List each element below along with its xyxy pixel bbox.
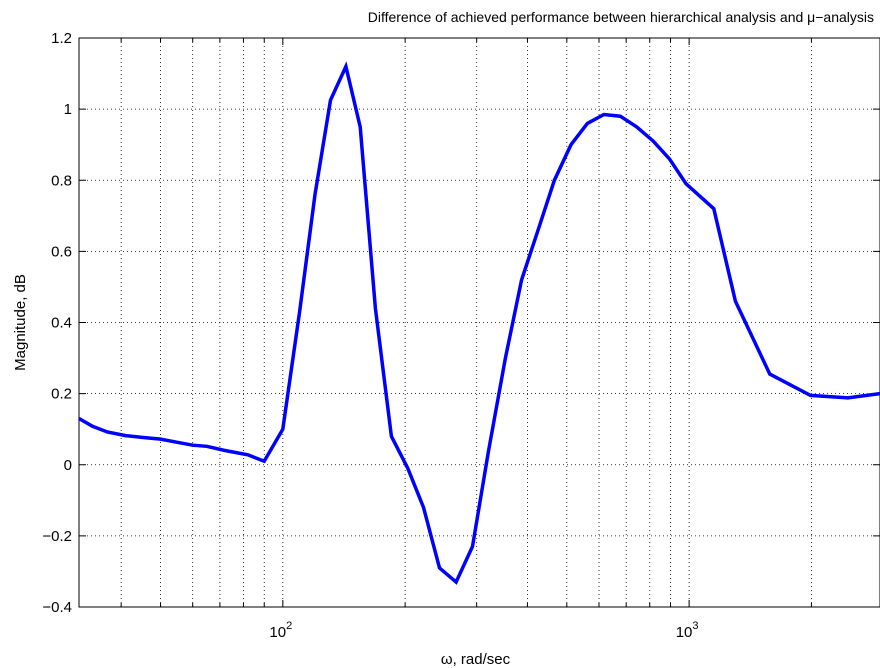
grid-lines xyxy=(79,37,880,608)
x-tick-label: 103 xyxy=(676,620,699,641)
y-tick-label: 0 xyxy=(64,457,72,474)
x-tick-label: 102 xyxy=(269,620,292,641)
series-line xyxy=(78,61,880,585)
x-tick-labels: 102 103 xyxy=(269,620,698,641)
chart-title: Difference of achieved performance betwe… xyxy=(368,9,874,25)
y-tick-label: 0.8 xyxy=(51,172,72,189)
y-tick-label: 0.2 xyxy=(51,386,72,403)
y-tick-label: 0.4 xyxy=(51,315,72,332)
y-tick-label: 1 xyxy=(64,101,72,118)
y-axis-label: Magnitude, dB xyxy=(12,274,29,371)
x-tick-label-exponent: 2 xyxy=(286,620,292,632)
y-tick-labels: −0.4 −0.2 0 0.2 0.4 0.6 0.8 1 1.2 xyxy=(42,30,72,616)
y-tick-label: −0.2 xyxy=(42,528,72,545)
x-tick-label-base: 10 xyxy=(676,624,693,641)
axis-ticks xyxy=(79,37,880,608)
x-tick-label-base: 10 xyxy=(269,624,286,641)
y-tick-label: 0.6 xyxy=(51,243,72,260)
y-tick-label: −0.4 xyxy=(42,599,72,616)
x-tick-label-exponent: 3 xyxy=(692,620,698,632)
y-tick-label: 1.2 xyxy=(51,30,72,47)
x-axis-label: ω, rad/sec xyxy=(441,651,511,668)
